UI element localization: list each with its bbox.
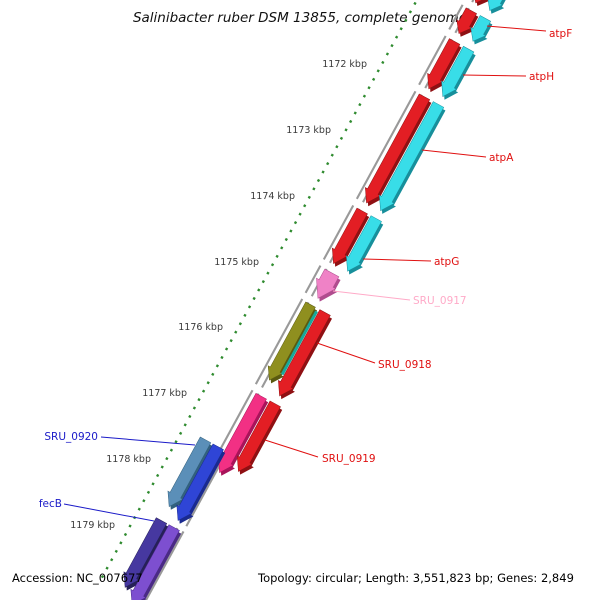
label-pointer-sru-0920: [100, 436, 196, 446]
gene-label-fecb[interactable]: fecB: [39, 498, 62, 510]
gene-arrow-face: [331, 207, 368, 265]
gene-label-atpg[interactable]: atpG: [434, 256, 459, 268]
gene-arrow-face: [441, 45, 475, 97]
gene-arrow-face: [473, 0, 513, 4]
gene-arrow-face: [167, 436, 212, 507]
gene-label-sru-0919[interactable]: SRU_0919: [322, 453, 376, 465]
gene-boundary-gap: [439, 25, 485, 56]
gene-arrow-face: [487, 0, 527, 11]
ruler-tick-label: 1179 kbp: [70, 520, 115, 531]
gene-boundary-gap: [313, 255, 360, 285]
gene-arrow-face: [427, 38, 461, 90]
label-pointer-atpa: [421, 149, 487, 158]
gene-arrow-face: [316, 268, 340, 299]
genome-track: [100, 0, 531, 600]
summary-text: Topology: circular; Length: 3,551,823 bp…: [257, 571, 574, 585]
label-pointer-atpg: [362, 258, 432, 262]
label-pointer-sru-0919: [264, 439, 319, 458]
ruler-tick-label: 1172 kbp: [322, 59, 367, 70]
ruler-tick-label: 1176 kbp: [178, 322, 223, 333]
gene-arrow-face: [267, 301, 316, 381]
ruler-tick-label: 1173 kbp: [286, 125, 331, 136]
gene-label-sru-0920[interactable]: SRU_0920: [44, 431, 98, 443]
gene-unlabeled-top[interactable]: [467, 0, 531, 18]
ruler-tick-label: 1178 kbp: [106, 454, 151, 465]
gene-strip-teal: [280, 310, 318, 376]
gene-arrow-face: [236, 400, 281, 472]
gene-sru-0920[interactable]: [157, 436, 228, 528]
ruler-tick-label: 1175 kbp: [214, 257, 259, 268]
gene-arrow-face: [346, 215, 382, 272]
gene-sru-0918[interactable]: [257, 301, 335, 403]
gene-label-atpa[interactable]: atpA: [489, 152, 514, 164]
gene-atpa[interactable]: [358, 93, 448, 218]
gene-arrow-face: [130, 524, 180, 600]
backbone-line-right: [138, 0, 486, 600]
gene-atpg[interactable]: [325, 207, 386, 279]
gene-fecb[interactable]: [111, 517, 184, 600]
label-pointer-atpf: [486, 25, 547, 32]
gene-boundary-gap: [151, 508, 190, 534]
label-pointer-fecb: [63, 503, 155, 522]
accession-text: Accession: NC_007677: [12, 571, 143, 585]
gene-sru-0917[interactable]: [307, 268, 344, 307]
gene-boundary-gap: [245, 380, 292, 410]
ruler-dotted-line: [100, 0, 435, 580]
gene-arrow-face: [278, 309, 331, 397]
gene-sru-0919[interactable]: [211, 392, 285, 487]
gene-boundary-gap: [295, 289, 342, 319]
gene-label-atpf[interactable]: atpF: [549, 28, 572, 40]
gene-arrow-face: [470, 15, 492, 42]
ruler-tick-label: 1174 kbp: [250, 191, 295, 202]
gene-arrow-face: [456, 7, 477, 34]
gene-boundary-gap: [346, 195, 393, 225]
gene-label-sru-0917[interactable]: SRU_0917: [413, 295, 467, 307]
gene-atph[interactable]: [420, 37, 478, 103]
gene-arrow-face: [379, 101, 445, 212]
gene-boundary-gap: [408, 81, 455, 111]
gene-arrow-face: [123, 517, 168, 588]
label-pointer-atph: [462, 74, 527, 77]
figure-title: Salinibacter ruber DSM 13855, complete g…: [133, 10, 467, 26]
label-pointer-sru-0917: [332, 290, 411, 301]
gene-arrow-face: [365, 93, 431, 204]
gene-atpf[interactable]: [451, 7, 496, 49]
gene-label-atph[interactable]: atpH: [529, 71, 554, 83]
label-pointer-sru-0918: [316, 342, 376, 364]
gene-label-sru-0918[interactable]: SRU_0918: [378, 359, 432, 371]
ruler-tick-label: 1177 kbp: [142, 388, 187, 399]
gene-arrow-face: [176, 443, 224, 521]
gene-boundary-gap: [456, 0, 502, 25]
